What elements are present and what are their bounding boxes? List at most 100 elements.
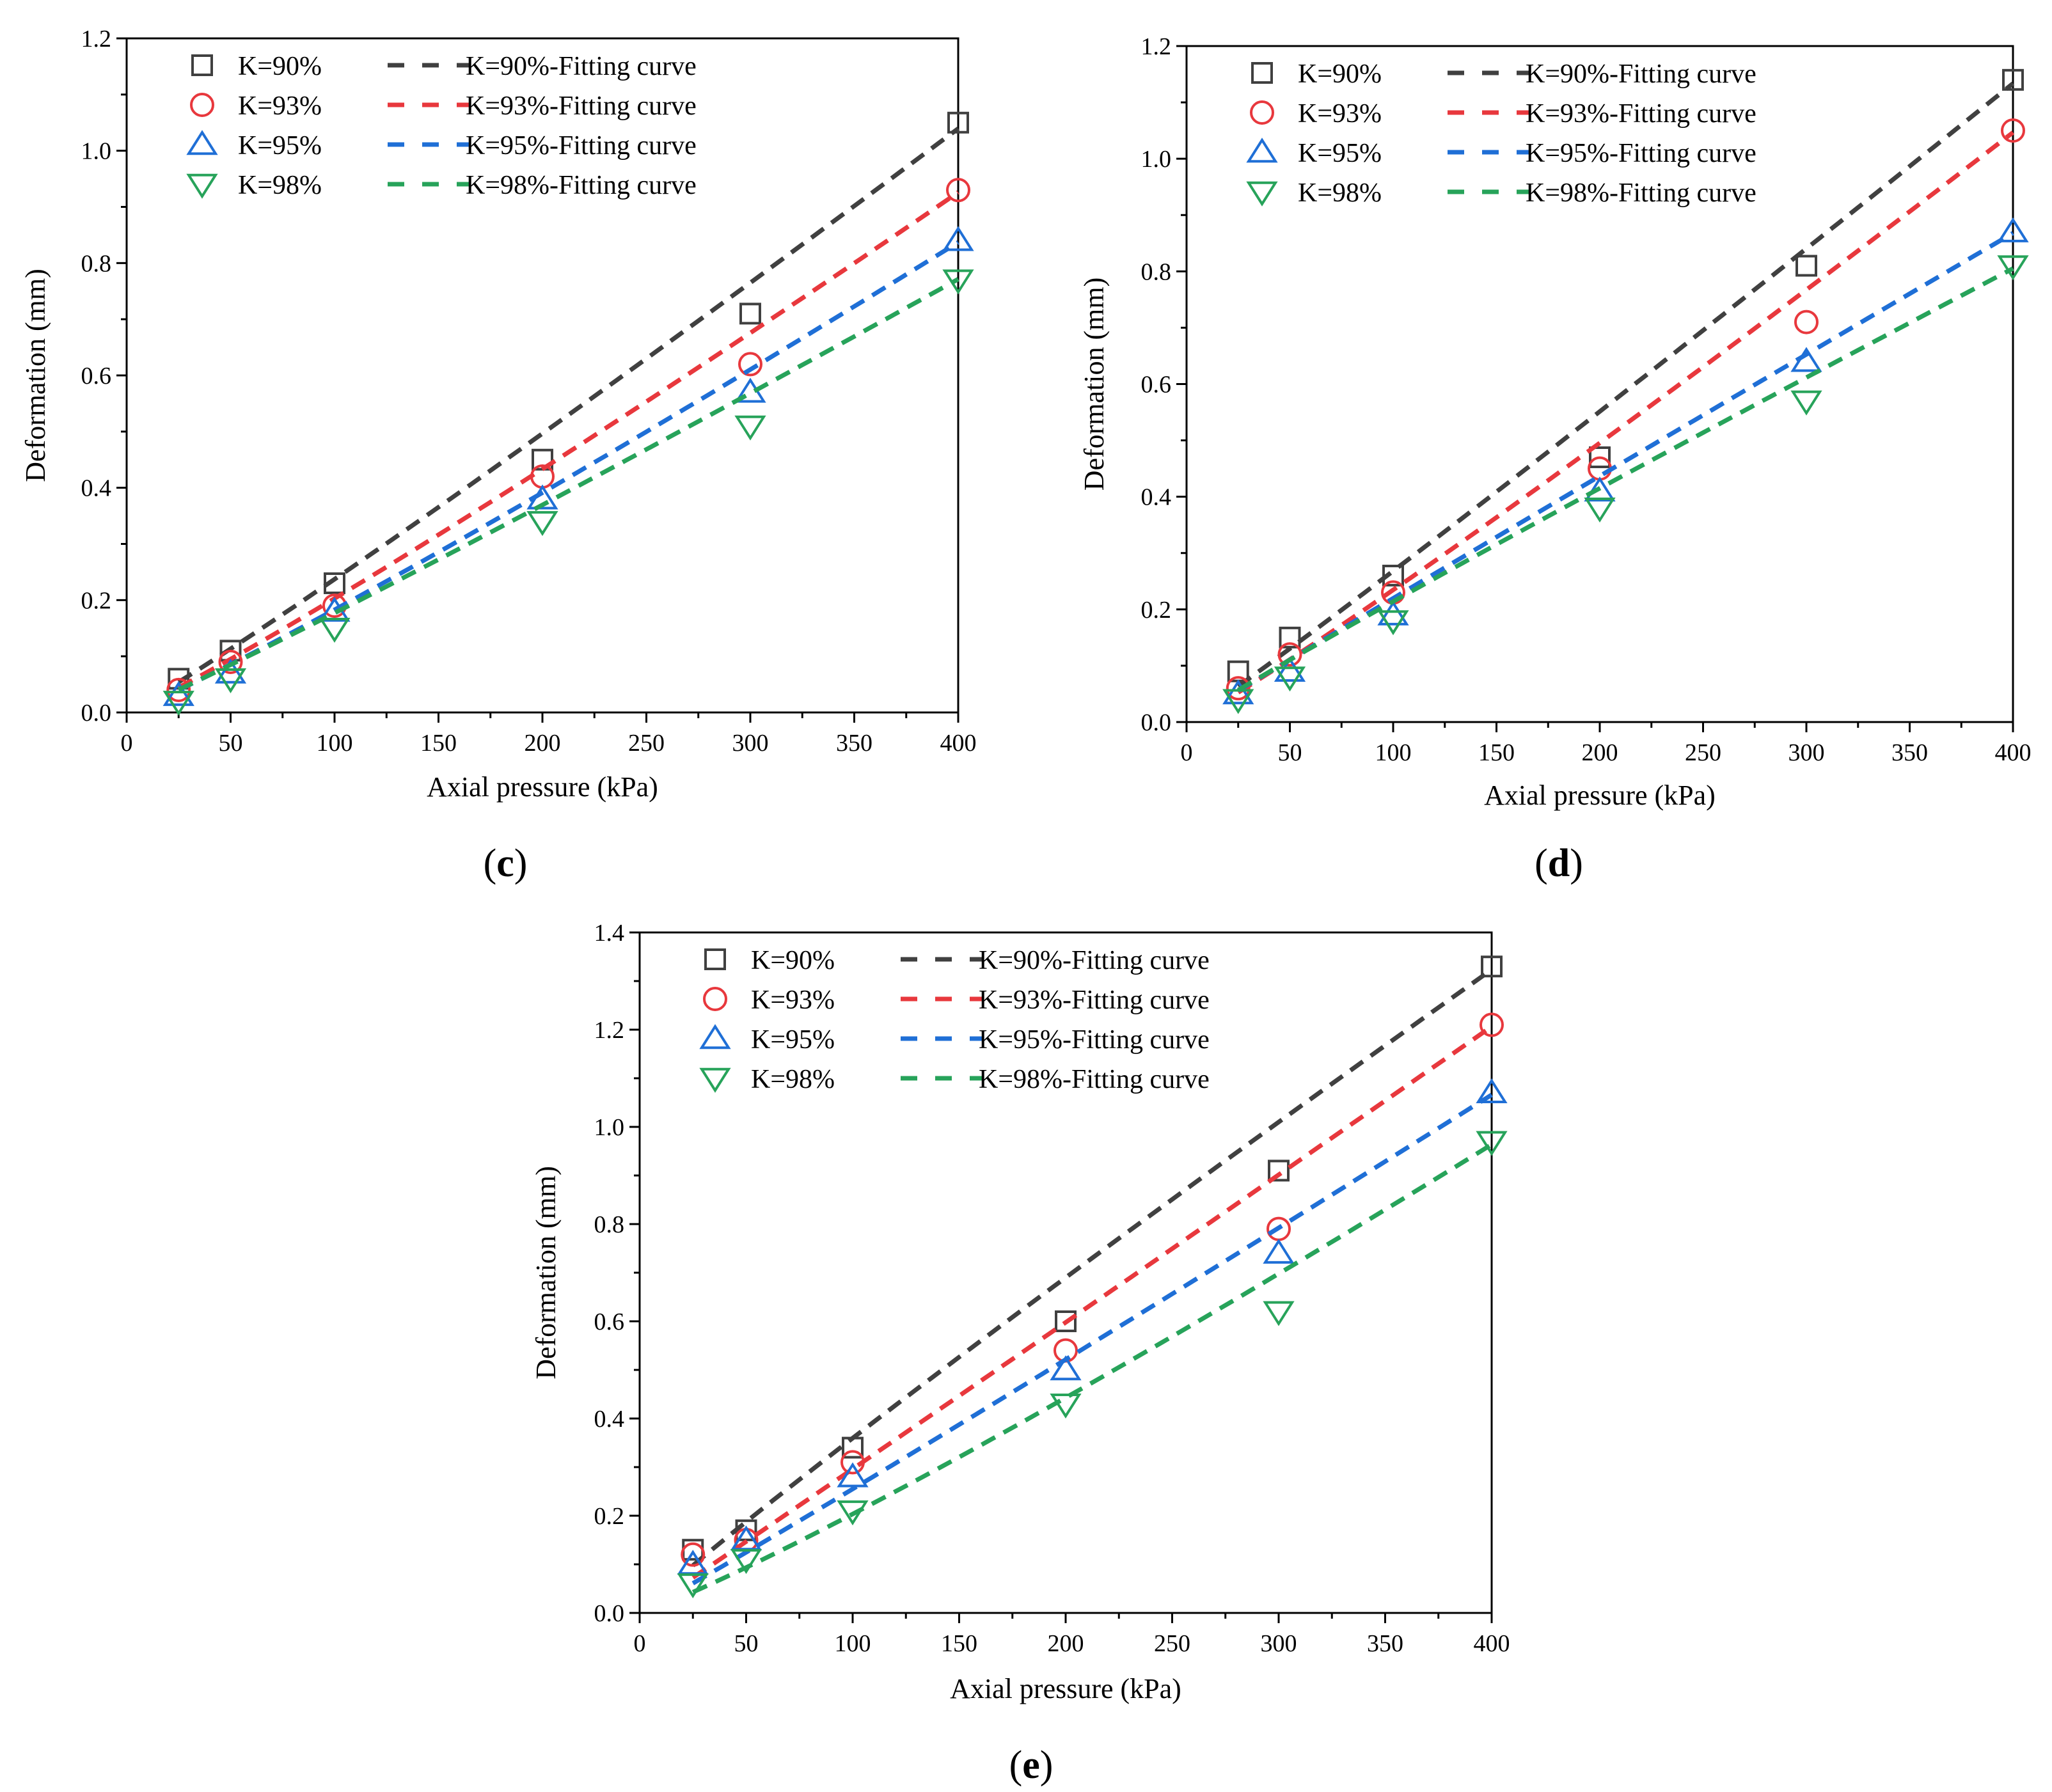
data-point-k95 bbox=[214, 658, 247, 684]
data-point-k93 bbox=[1588, 456, 1612, 481]
x-tick-label: 100 bbox=[1375, 739, 1412, 766]
panel-label-letter: c bbox=[496, 842, 514, 885]
data-point-k90 bbox=[1268, 1159, 1290, 1182]
legend-marker-k95 bbox=[186, 130, 218, 155]
legend-label: K=93% bbox=[1298, 99, 1382, 129]
legend-fit-label: K=95%-Fitting curve bbox=[1526, 139, 1756, 168]
legend-label: K=98% bbox=[751, 1065, 835, 1094]
y-axis-title: Deformation (mm) bbox=[20, 269, 51, 482]
fitting-curve-k98 bbox=[177, 277, 959, 692]
panel-label-letter: d bbox=[1548, 842, 1570, 885]
fitting-curve-k90 bbox=[177, 127, 960, 684]
legend-label: K=90% bbox=[1298, 59, 1382, 89]
legend-marker-k98 bbox=[186, 173, 218, 199]
data-point-k95 bbox=[162, 680, 194, 706]
x-tick-label: 300 bbox=[1261, 1630, 1297, 1657]
legend-marker-k93 bbox=[1250, 100, 1274, 125]
legend-marker-k95 bbox=[1246, 138, 1278, 163]
x-tick-label: 150 bbox=[1478, 739, 1515, 766]
legend-marker-k93 bbox=[190, 93, 214, 117]
data-point-k90 bbox=[324, 572, 345, 594]
data-point-k98 bbox=[734, 415, 766, 441]
legend-fit-label: K=90%-Fitting curve bbox=[466, 52, 697, 81]
legend-marker-k90 bbox=[191, 54, 213, 76]
data-point-k90 bbox=[1481, 955, 1503, 978]
data-point-k98 bbox=[1050, 1393, 1082, 1419]
y-tick-label: 0.6 bbox=[594, 1309, 625, 1335]
chart-panel-d: 0 50 100 150 200 250 300 350 400 0.0 0.2 0.4 0.6 0.8 1… bbox=[1078, 33, 2032, 885]
y-tick-label: 1.4 bbox=[594, 920, 625, 947]
data-point-k95 bbox=[1050, 1355, 1082, 1381]
data-point-k93 bbox=[946, 178, 970, 203]
series-k93 bbox=[166, 178, 970, 702]
data-point-k95 bbox=[1377, 600, 1409, 625]
data-point-k98 bbox=[1997, 255, 2029, 281]
data-point-k93 bbox=[681, 1542, 706, 1567]
data-point-k90 bbox=[1589, 446, 1611, 469]
data-point-k95 bbox=[1263, 1238, 1295, 1264]
fitting-curve-k90 bbox=[1236, 81, 2015, 688]
series-k95 bbox=[162, 226, 974, 706]
data-point-k90 bbox=[739, 303, 761, 325]
y-tick-label: 0.2 bbox=[81, 587, 112, 614]
series-k98 bbox=[162, 269, 974, 716]
y-tick-label: 0.2 bbox=[1141, 597, 1172, 624]
data-point-k98 bbox=[1584, 498, 1616, 523]
legend-label: K=95% bbox=[238, 131, 322, 161]
data-point-k98 bbox=[319, 618, 351, 643]
y-tick-label: 0.8 bbox=[1141, 258, 1172, 285]
data-point-k90 bbox=[842, 1436, 864, 1459]
x-tick-label: 250 bbox=[1685, 739, 1721, 766]
series-k95 bbox=[1222, 217, 2029, 705]
series-k98 bbox=[677, 1131, 1508, 1599]
data-point-k95 bbox=[837, 1462, 869, 1488]
legend-fit-label: K=98%-Fitting curve bbox=[1526, 178, 1756, 208]
chart-panel-c: 0 50 100 150 200 250 300 350 400 0.0 0.2 0.4 0.6 0.8 1… bbox=[20, 26, 977, 885]
y-tick-label: 1.2 bbox=[81, 26, 112, 52]
data-point-k98 bbox=[1222, 689, 1254, 714]
x-tick-label: 300 bbox=[1788, 739, 1825, 766]
data-point-k98 bbox=[1274, 666, 1306, 692]
data-point-k95 bbox=[1222, 679, 1254, 705]
data-point-k98 bbox=[526, 511, 558, 537]
y-tick-label: 1.2 bbox=[1141, 33, 1172, 60]
panel-label-open: ( bbox=[1009, 1743, 1023, 1787]
x-axis-title: Axial pressure (kPa) bbox=[950, 1673, 1181, 1704]
x-tick-label: 350 bbox=[836, 730, 872, 757]
y-tick-label: 0.6 bbox=[81, 363, 112, 389]
data-point-k93 bbox=[2001, 118, 2025, 143]
x-axis-title: Axial pressure (kPa) bbox=[1484, 780, 1716, 811]
legend-fit-label: K=95%-Fitting curve bbox=[979, 1025, 1210, 1055]
data-point-k93 bbox=[218, 649, 243, 674]
y-tick-label: 0.6 bbox=[1141, 372, 1172, 398]
x-tick-label: 150 bbox=[420, 730, 457, 757]
fitting-curve-k93 bbox=[1236, 130, 2015, 695]
legend-fit-label: K=90%-Fitting curve bbox=[1526, 59, 1756, 89]
legend-label: K=98% bbox=[238, 171, 322, 200]
y-tick-label: 0.2 bbox=[594, 1503, 625, 1530]
x-tick-label: 100 bbox=[317, 730, 353, 757]
y-tick-label: 1.0 bbox=[1141, 146, 1172, 173]
data-point-k98 bbox=[677, 1573, 709, 1599]
y-tick-label: 0.0 bbox=[1141, 709, 1172, 736]
x-axis-title: Axial pressure (kPa) bbox=[427, 771, 658, 803]
data-point-k98 bbox=[730, 1549, 762, 1575]
y-axis-title: Deformation (mm) bbox=[530, 1166, 562, 1379]
panel-label-close: ) bbox=[514, 842, 528, 885]
legend: K=90% K=90%-Fitting curve K=93% K=93%-Fitti… bbox=[699, 946, 1210, 1094]
data-point-k93 bbox=[1277, 642, 1302, 667]
series-k93 bbox=[1226, 118, 2025, 701]
x-tick-label: 150 bbox=[941, 1630, 977, 1657]
data-point-k93 bbox=[841, 1450, 865, 1475]
data-point-k98 bbox=[837, 1500, 869, 1526]
data-point-k95 bbox=[942, 226, 974, 251]
fitting-curve-k93 bbox=[177, 190, 959, 689]
data-point-k98 bbox=[1790, 390, 1822, 416]
series-k90 bbox=[168, 111, 969, 690]
data-point-k98 bbox=[1377, 610, 1409, 636]
data-point-k98 bbox=[1263, 1301, 1295, 1326]
y-axis-title: Deformation (mm) bbox=[1078, 278, 1110, 491]
legend-fit-label: K=95%-Fitting curve bbox=[466, 131, 697, 161]
y-tick-label: 0.4 bbox=[594, 1406, 625, 1433]
data-point-k93 bbox=[1480, 1012, 1504, 1037]
